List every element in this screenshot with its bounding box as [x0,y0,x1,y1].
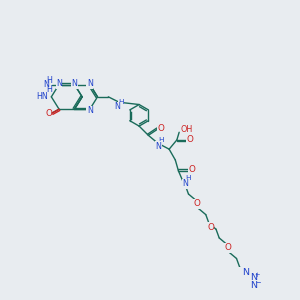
Text: N: N [71,79,77,88]
Text: N: N [87,106,93,115]
Text: O: O [187,135,194,144]
Text: N: N [115,102,121,111]
Text: N: N [250,273,257,282]
Text: O: O [207,223,214,232]
Text: N: N [43,80,49,89]
Text: OH: OH [181,125,193,134]
Text: H: H [159,137,164,143]
Text: N: N [56,79,62,88]
Text: N: N [87,79,93,88]
Text: N: N [182,179,188,188]
Text: H: H [186,176,191,182]
Text: H: H [46,76,52,85]
Text: N: N [242,268,249,277]
Text: N: N [155,142,161,151]
Text: O: O [46,109,52,118]
Text: H: H [46,85,52,94]
Text: +: + [254,272,260,278]
Text: O: O [224,243,231,252]
Text: H: H [118,99,123,105]
Text: O: O [189,165,196,174]
Text: N: N [250,281,257,290]
Text: HN: HN [37,92,48,101]
Text: O: O [194,200,200,208]
Text: O: O [157,124,164,133]
Text: −: − [255,280,261,286]
